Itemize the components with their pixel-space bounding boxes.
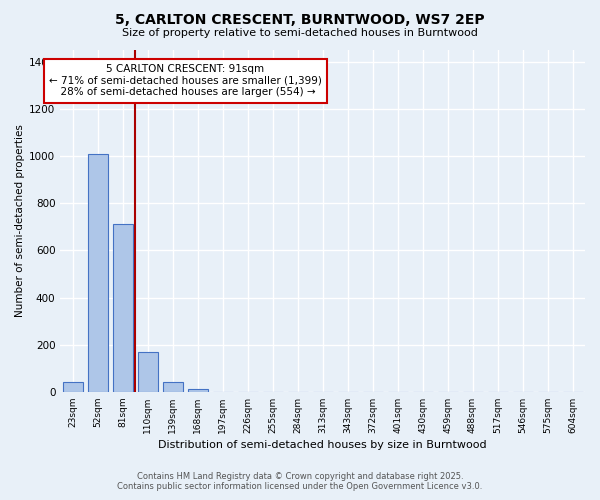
Text: 5, CARLTON CRESCENT, BURNTWOOD, WS7 2EP: 5, CARLTON CRESCENT, BURNTWOOD, WS7 2EP bbox=[115, 12, 485, 26]
Y-axis label: Number of semi-detached properties: Number of semi-detached properties bbox=[15, 124, 25, 318]
Bar bbox=[188, 390, 208, 392]
Text: Size of property relative to semi-detached houses in Burntwood: Size of property relative to semi-detach… bbox=[122, 28, 478, 38]
Bar bbox=[63, 382, 83, 392]
Text: Contains HM Land Registry data © Crown copyright and database right 2025.
Contai: Contains HM Land Registry data © Crown c… bbox=[118, 472, 482, 491]
Bar bbox=[138, 352, 158, 392]
Bar bbox=[113, 224, 133, 392]
Bar bbox=[88, 154, 108, 392]
Text: 5 CARLTON CRESCENT: 91sqm
← 71% of semi-detached houses are smaller (1,399)
  28: 5 CARLTON CRESCENT: 91sqm ← 71% of semi-… bbox=[49, 64, 322, 98]
X-axis label: Distribution of semi-detached houses by size in Burntwood: Distribution of semi-detached houses by … bbox=[158, 440, 487, 450]
Bar bbox=[163, 382, 183, 392]
